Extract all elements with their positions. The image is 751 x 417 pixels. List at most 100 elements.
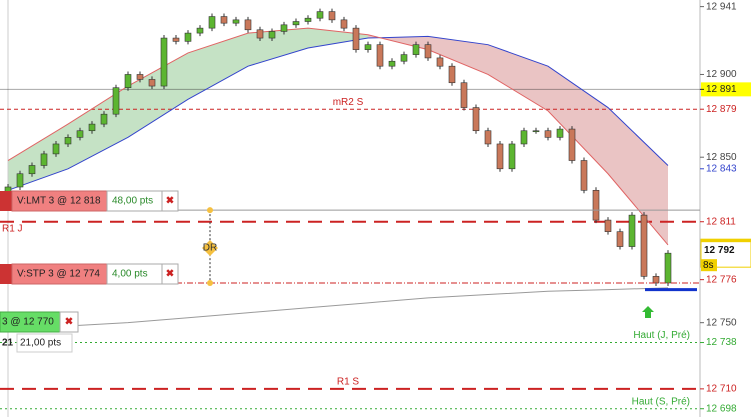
candle (364, 44, 372, 50)
close-icon: ✖ (65, 317, 73, 328)
bar-timer: 8s (703, 260, 714, 271)
order-handle (0, 264, 12, 284)
ma-fill (128, 52, 188, 138)
candle (664, 252, 672, 284)
y-tick-label: 12 900 (706, 69, 737, 80)
close-btn[interactable] (59, 311, 79, 333)
price-label-box (701, 102, 751, 117)
candle (112, 87, 120, 115)
order-distance: 4,00 pts (112, 269, 148, 280)
candle (496, 143, 504, 170)
candle (484, 130, 492, 145)
level-name: mR2 S (333, 97, 364, 108)
y-tick-label: 12 941 (706, 1, 737, 12)
ma-fill (548, 66, 608, 174)
candle (292, 21, 300, 26)
close-btn[interactable] (161, 190, 179, 212)
candle (40, 153, 48, 166)
candle (376, 44, 384, 67)
price-label: 12 843 (706, 163, 737, 174)
price-label: 12 891 (706, 84, 737, 95)
candle (424, 44, 432, 59)
candle (148, 79, 156, 87)
candle (16, 173, 24, 188)
dr-badge (202, 240, 218, 256)
candle (244, 19, 252, 31)
last-price-top (701, 239, 751, 243)
candle (388, 60, 396, 67)
candle (316, 11, 324, 19)
ma-fill (188, 33, 248, 100)
candle (652, 276, 660, 284)
y-tick-label: 12 850 (706, 152, 737, 163)
candle (52, 143, 60, 155)
candle (160, 37, 168, 87)
candle (76, 130, 84, 138)
close-icon: ✖ (166, 269, 174, 280)
candle (304, 17, 312, 22)
order-distance: 48,00 pts (112, 196, 153, 207)
dr-label: DR (203, 243, 217, 254)
moving-average (7, 35, 669, 191)
order-ticket: V:STP 3 @ 12 774 4,00 pts ✖ (0, 263, 179, 285)
candle (544, 130, 552, 138)
candle (436, 57, 444, 67)
price-label: 12 710 (706, 384, 737, 395)
ma-fill (488, 44, 548, 111)
candle (328, 11, 336, 21)
price-label-box (701, 82, 751, 97)
candle (28, 165, 36, 175)
price-label-box (701, 335, 751, 350)
pts-box (16, 333, 73, 353)
candle (448, 65, 456, 84)
price-label: 12 879 (706, 104, 737, 115)
signal-arrow (642, 306, 654, 318)
last-price: 12 792 (704, 245, 735, 256)
level-name: R1 J (2, 223, 23, 234)
candle (580, 160, 588, 191)
candle (280, 24, 288, 32)
ma-fill (428, 36, 488, 75)
candle (556, 128, 564, 138)
candle (640, 214, 648, 277)
dr-handle (207, 279, 213, 286)
price-label-box (701, 214, 751, 229)
close-btn[interactable] (161, 263, 179, 285)
price-label-box (701, 161, 751, 176)
candle (412, 44, 420, 55)
price-label-box (701, 381, 751, 396)
price-label-box (701, 272, 751, 287)
candle (220, 16, 228, 24)
price-label-box (701, 401, 751, 416)
candle (88, 123, 96, 132)
candle (256, 29, 264, 39)
candle (616, 231, 624, 247)
candle (532, 130, 540, 133)
candle (208, 16, 216, 29)
candle (352, 27, 360, 50)
candle (472, 107, 480, 132)
timer-box (701, 259, 717, 272)
order-label: V:STP 3 @ 12 774 (17, 269, 100, 280)
candle (100, 113, 108, 125)
candle (520, 130, 528, 145)
candle (196, 27, 204, 34)
candle (340, 19, 348, 29)
candle (268, 31, 276, 39)
dr-handle (207, 207, 213, 214)
candle (184, 32, 192, 42)
ma-fill (308, 28, 368, 48)
price-label: 12 811 (706, 216, 736, 227)
level-name: R1 S (337, 377, 360, 388)
order-label: V:LMT 3 @ 12 818 (17, 196, 101, 207)
candle (136, 74, 144, 80)
candle (628, 214, 636, 247)
level-name: Haut (S, Pré) (632, 396, 690, 407)
candle (172, 37, 180, 42)
candle (604, 219, 612, 232)
candle (124, 74, 132, 89)
candle (460, 82, 468, 108)
order-quantity: 21 (2, 338, 14, 349)
candle (232, 19, 240, 24)
